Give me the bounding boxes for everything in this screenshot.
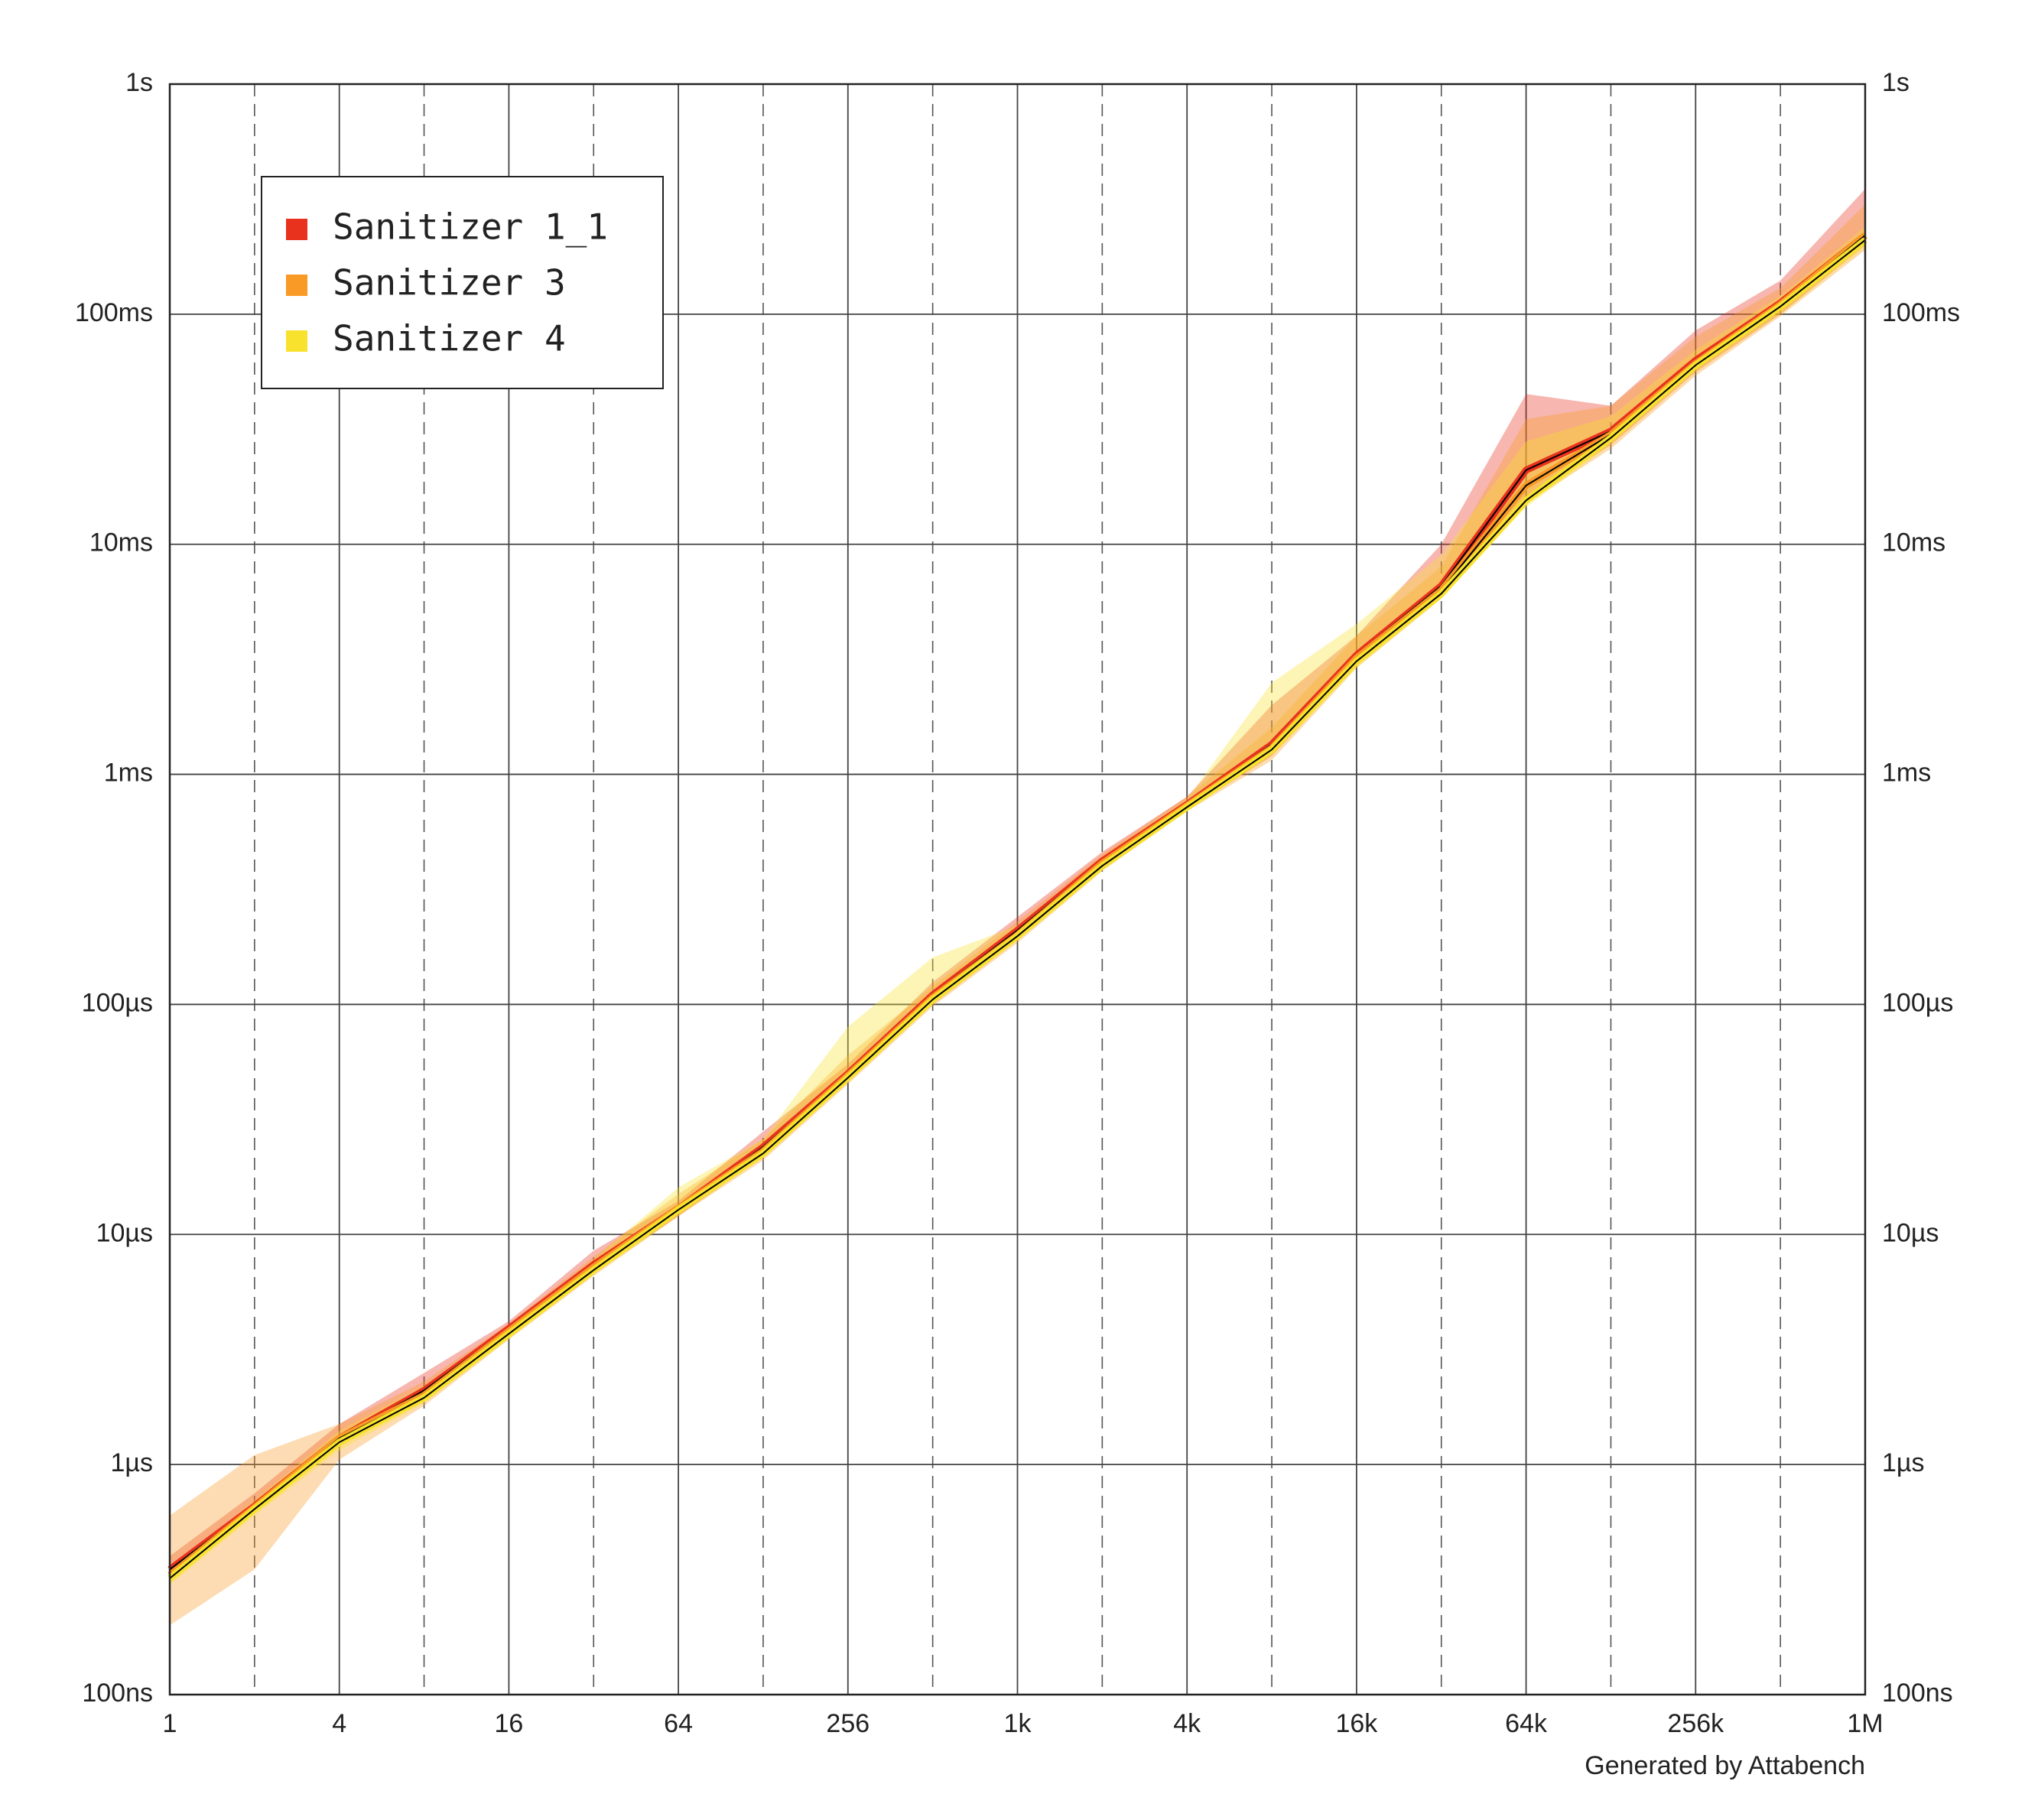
x-tick-label: 1 <box>163 1709 177 1738</box>
y2-tick-label: 100ms <box>1882 298 1960 327</box>
y2-tick-label: 1µs <box>1882 1448 1925 1477</box>
y-tick-label: 1s <box>125 68 153 97</box>
range-band <box>170 226 1865 1585</box>
y2-tick-label: 1ms <box>1882 759 1931 788</box>
legend-box <box>261 176 664 389</box>
x-tick-label: 64 <box>664 1709 693 1738</box>
x-tick-label: 256 <box>826 1709 869 1738</box>
legend-label: Sanitizer 4 <box>333 318 566 359</box>
legend-swatch <box>286 330 307 352</box>
y-tick-label: 10ms <box>89 528 153 557</box>
y-tick-label: 1µs <box>111 1448 154 1477</box>
legend-swatch <box>286 219 307 240</box>
y2-tick-label: 100ns <box>1882 1679 1953 1708</box>
plot-frame <box>168 83 1867 1696</box>
x-tick-label: 256k <box>1667 1709 1724 1738</box>
legend-label: Sanitizer 3 <box>333 262 566 304</box>
y2-tick-label: 100µs <box>1882 988 1953 1017</box>
footer: Generated by Attabench <box>1585 1751 1865 1780</box>
y-tick-label: 100ns <box>82 1679 153 1708</box>
y2-tick-label: 1s <box>1882 68 1910 97</box>
x-tick-label: 16 <box>494 1709 523 1738</box>
y2-tick-label: 10µs <box>1882 1218 1939 1247</box>
x-tick-label: 16k <box>1335 1709 1378 1738</box>
x-tick-label: 4 <box>332 1709 346 1738</box>
legend-label: Sanitizer 1_1 <box>333 206 608 248</box>
legend-swatch <box>286 275 307 296</box>
y2-tick-label: 10ms <box>1882 528 1945 557</box>
y-tick-label: 10µs <box>96 1218 153 1247</box>
y-tick-label: 100µs <box>82 988 153 1017</box>
y-tick-label: 1ms <box>104 759 153 788</box>
series-center-line <box>169 239 1866 1579</box>
x-tick-label: 64k <box>1505 1709 1548 1738</box>
y-tick-label: 100ms <box>75 298 153 327</box>
x-tick-label: 1k <box>1004 1709 1032 1738</box>
x-tick-label: 4k <box>1173 1709 1201 1738</box>
x-tick-label: 1M <box>1847 1709 1883 1738</box>
